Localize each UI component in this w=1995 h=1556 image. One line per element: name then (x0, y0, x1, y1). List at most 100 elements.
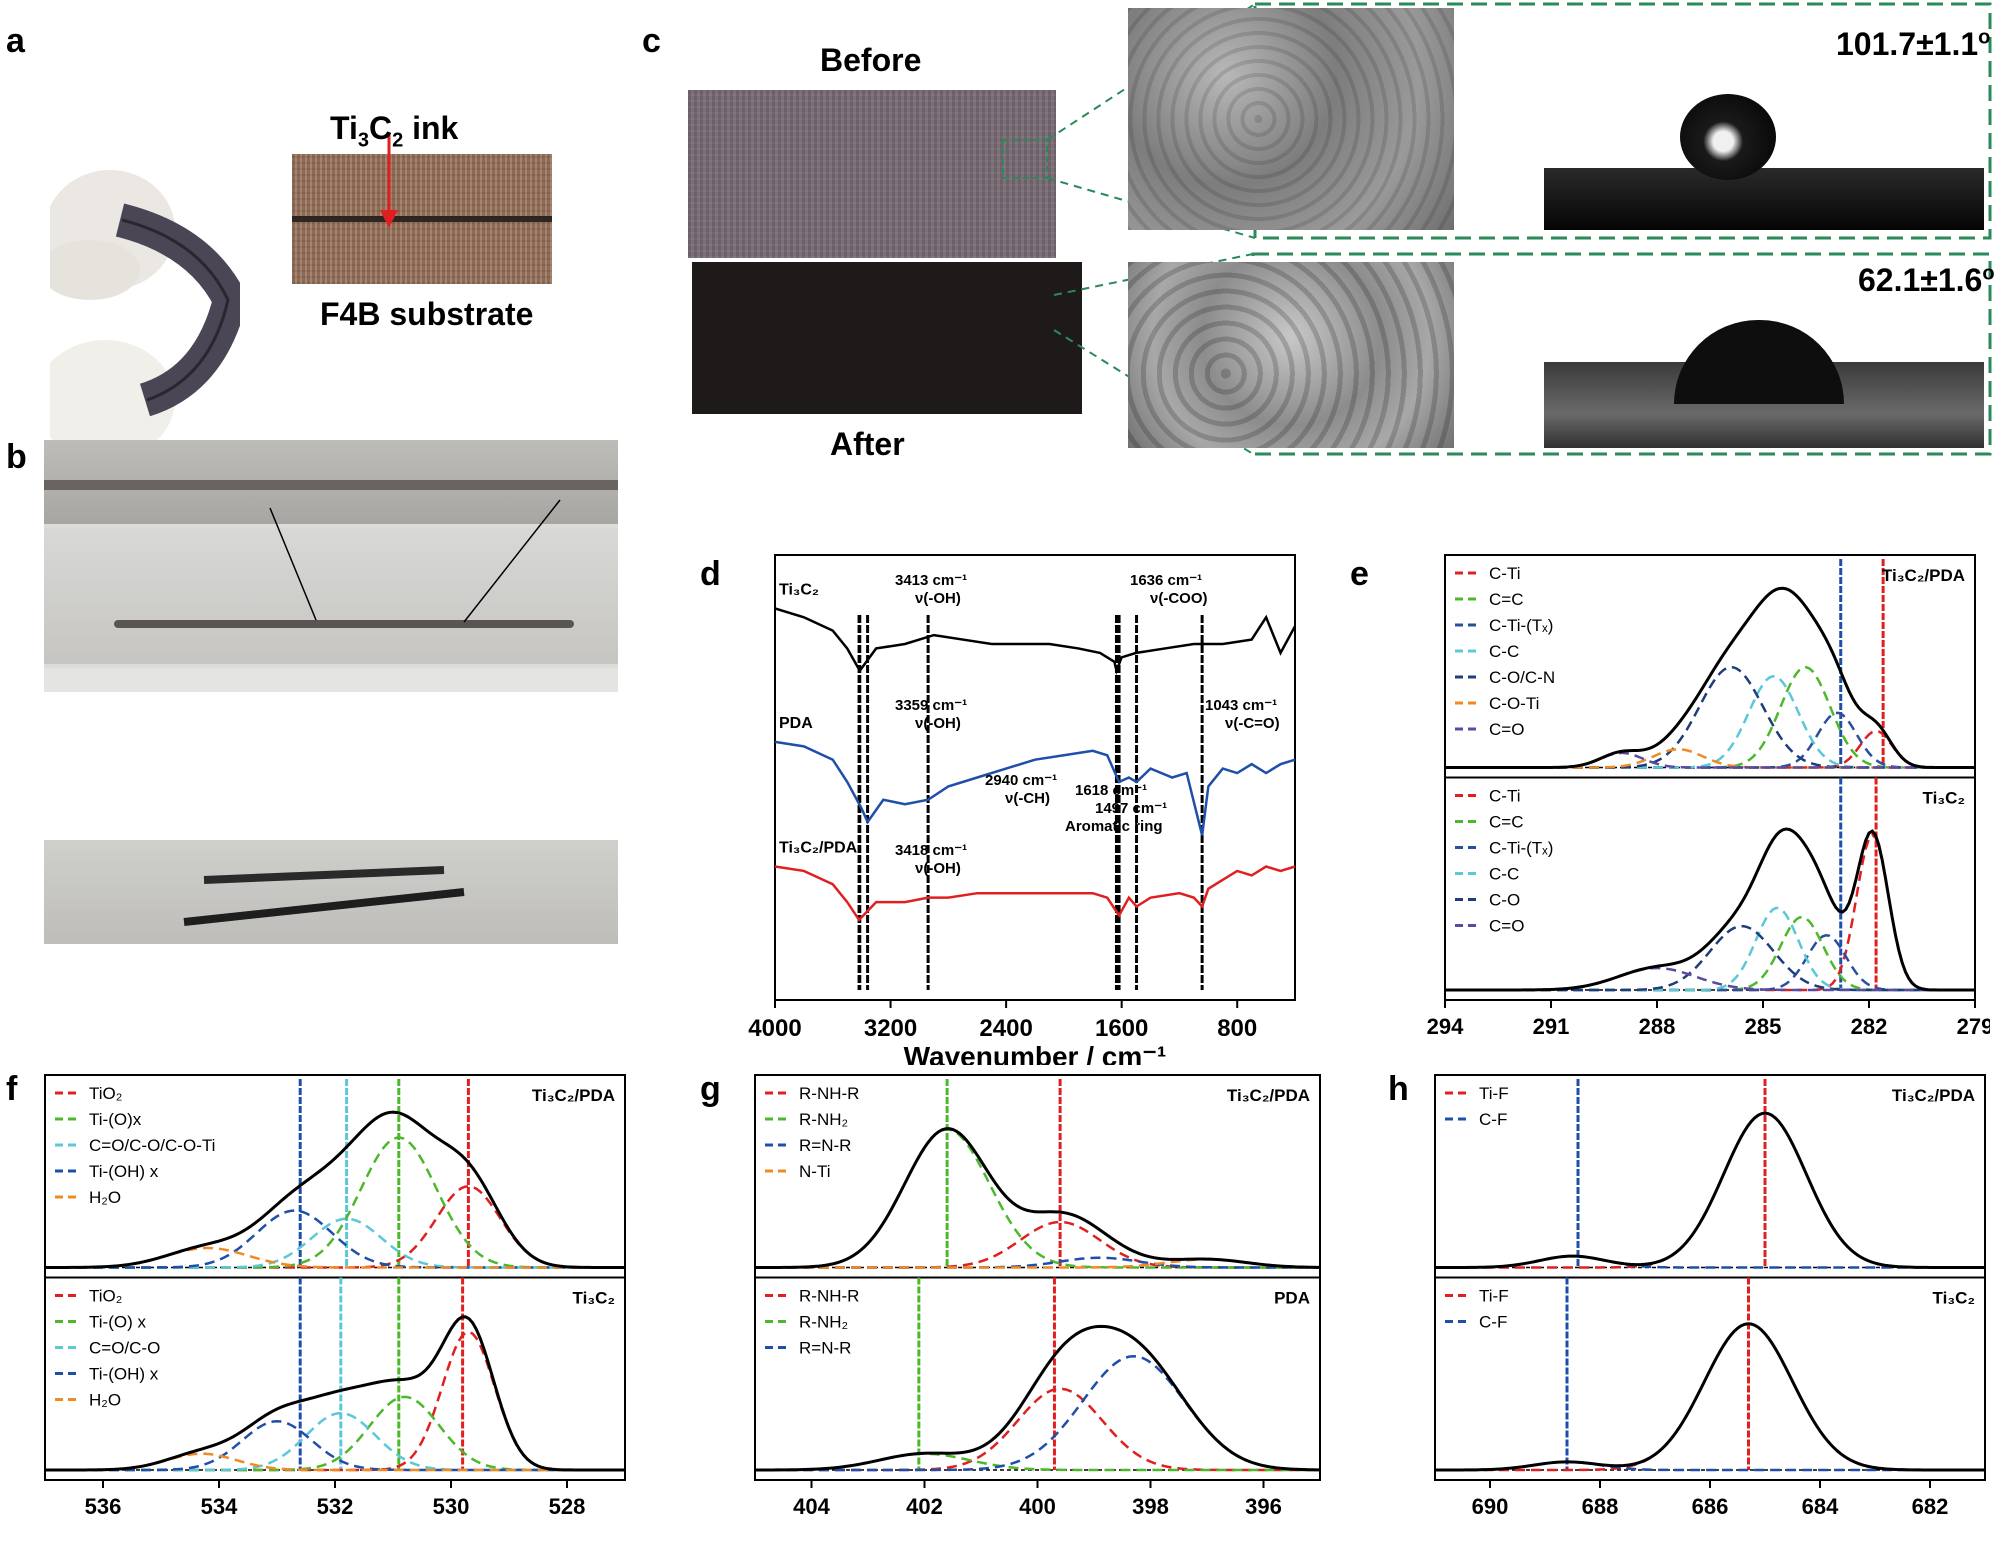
legend-label: R-NH₂ (799, 1313, 848, 1332)
series-line-2 (774, 865, 1296, 922)
x-tick-label: 682 (1912, 1494, 1949, 1519)
legend-label: Ti-F (1479, 1084, 1509, 1103)
x-tick-label: 686 (1692, 1494, 1729, 1519)
legend-label: H₂O (89, 1188, 121, 1207)
subplot-title: PDA (1274, 1289, 1310, 1308)
x-tick-label: 279 (1957, 1014, 1990, 1039)
legend-label: C-O-Ti (1489, 694, 1539, 713)
x-tick-label: 288 (1639, 1014, 1676, 1039)
component-peak-0 (755, 1387, 1320, 1472)
subplot-title: Ti₃C₂ (1923, 789, 1966, 808)
contact-angle-after-value: 62.1±1.6o (1858, 262, 1995, 298)
component-peak-2 (755, 1256, 1320, 1269)
after-label: After (830, 426, 905, 462)
xps-f1s-chart: 690 688 686 684 682 Ti-F C-F Ti₃C₂/PDA Ti-F C-F Ti… (1434, 1074, 1986, 1519)
legend-label: C=O/C-O/C-O-Ti (89, 1136, 215, 1155)
legend-label: H₂O (89, 1391, 121, 1410)
x-tick-label: 534 (201, 1494, 238, 1519)
legend-label: Ti-(OH) x (89, 1365, 159, 1384)
x-tick-label: 536 (85, 1494, 122, 1519)
component-peak-0 (755, 1220, 1320, 1269)
component-peak-1 (45, 1395, 625, 1472)
annotation-line2: ν(-CH) (1005, 790, 1050, 807)
annotation-line2: ν(-OH) (915, 715, 961, 732)
subplot-title: Ti₃C₂/PDA (1882, 566, 1965, 585)
annotation-line1: 1043 cm⁻¹ (1205, 697, 1277, 714)
f4b-substrate-label: F4B substrate (320, 296, 534, 332)
x-tick-label: 400 (1019, 1494, 1056, 1519)
series-label: Ti₃C₂ (779, 581, 819, 598)
annotation-line2: ν(-C=O) (1225, 715, 1280, 732)
ti3c2-ink-label: Ti3C2 ink (330, 110, 459, 152)
legend-label: C=O (1489, 720, 1524, 739)
panel-label-a: a (6, 22, 25, 60)
legend-label: C=C (1489, 590, 1523, 609)
series-line-0 (774, 607, 1297, 675)
legend-label: Ti-(OH) x (89, 1162, 159, 1181)
series-label: Ti₃C₂/PDA (779, 840, 858, 857)
legend-label: R-NH₂ (799, 1110, 848, 1129)
legend-label: C-C (1489, 642, 1519, 661)
subplot-title: Ti₃C₂/PDA (1227, 1086, 1310, 1105)
component-peak-0 (1435, 1322, 1986, 1472)
x-tick-label: 532 (317, 1494, 354, 1519)
annotation-line1: 1636 cm⁻¹ (1130, 572, 1202, 589)
legend-label: R=N-R (799, 1136, 851, 1155)
legend-label: C=O (1489, 917, 1524, 936)
component-peak-5 (1445, 966, 1975, 992)
x-tick-label: 4000 (748, 1015, 801, 1042)
x-axis-title: Wavenumber / cm⁻¹ (904, 1041, 1167, 1065)
x-tick-label: 1600 (1095, 1015, 1148, 1042)
legend-label: C-Ti (1489, 564, 1520, 583)
plot-frame (774, 554, 1296, 1001)
before-label: Before (820, 42, 922, 78)
panel-label-c: c (642, 22, 661, 60)
photo-before-film (688, 90, 1056, 258)
panel-label-h: h (1388, 1070, 1409, 1108)
component-peak-1 (1434, 1254, 1985, 1269)
legend-label: C=O/C-O (89, 1339, 160, 1358)
legend-label: R-NH-R (799, 1287, 859, 1306)
envelope-fit (754, 1127, 1321, 1269)
legend-label: C=C (1489, 813, 1523, 832)
x-tick-label: 291 (1533, 1014, 1570, 1039)
x-tick-label: 282 (1851, 1014, 1888, 1039)
annotation-line2: ν(-COO) (1150, 590, 1208, 607)
component-peak-0 (1445, 833, 1975, 992)
x-tick-label: 690 (1472, 1494, 1509, 1519)
series-label: PDA (779, 715, 813, 732)
legend-label: C-F (1479, 1313, 1507, 1332)
x-tick-label: 528 (549, 1494, 586, 1519)
contact-angle-before-value: 101.7±1.1o (1836, 26, 1991, 62)
legend-label: C-Ti-(Tₓ) (1489, 839, 1553, 858)
legend-label: TiO₂ (89, 1287, 122, 1306)
annotation-line1: 3418 cm⁻¹ (895, 842, 967, 859)
legend-label: C-F (1479, 1110, 1507, 1129)
legend-label: C-O (1489, 891, 1520, 910)
subplot-title: Ti₃C₂/PDA (532, 1086, 615, 1105)
component-peak-2 (1445, 711, 1975, 769)
xps-o1s-chart: 536 534 532 530 528 TiO₂ Ti-(O)x C=O/C-O/C-O-Ti… (44, 1074, 626, 1519)
annotation-line2: ν(-OH) (915, 860, 961, 877)
series-line-1 (774, 740, 1296, 836)
x-tick-label: 800 (1217, 1015, 1257, 1042)
panel-label-g: g (700, 1070, 721, 1108)
component-peak-0 (1435, 1111, 1986, 1269)
annotation-line1: 3413 cm⁻¹ (895, 572, 967, 589)
sem-before-image (1128, 8, 1454, 230)
component-peak-1 (754, 1452, 1320, 1472)
legend-label: C-Ti-(Tₓ) (1489, 616, 1553, 635)
panel-label-b: b (6, 438, 27, 476)
x-tick-label: 404 (793, 1494, 830, 1519)
legend-label: R=N-R (799, 1339, 851, 1358)
envelope-fit (44, 1315, 625, 1472)
x-tick-label: 396 (1245, 1494, 1282, 1519)
photo-f4b-substrate (292, 154, 552, 284)
legend-label: Ti-(O) x (89, 1313, 146, 1332)
photo-bending-test (44, 440, 618, 692)
annotation-line1: 2940 cm⁻¹ (985, 772, 1057, 789)
annotation-line1: 1618 cm⁻¹ (1075, 782, 1147, 799)
x-tick-label: 402 (906, 1494, 943, 1519)
component-peak-1 (1434, 1460, 1985, 1472)
legend-label: C-O/C-N (1489, 668, 1555, 687)
